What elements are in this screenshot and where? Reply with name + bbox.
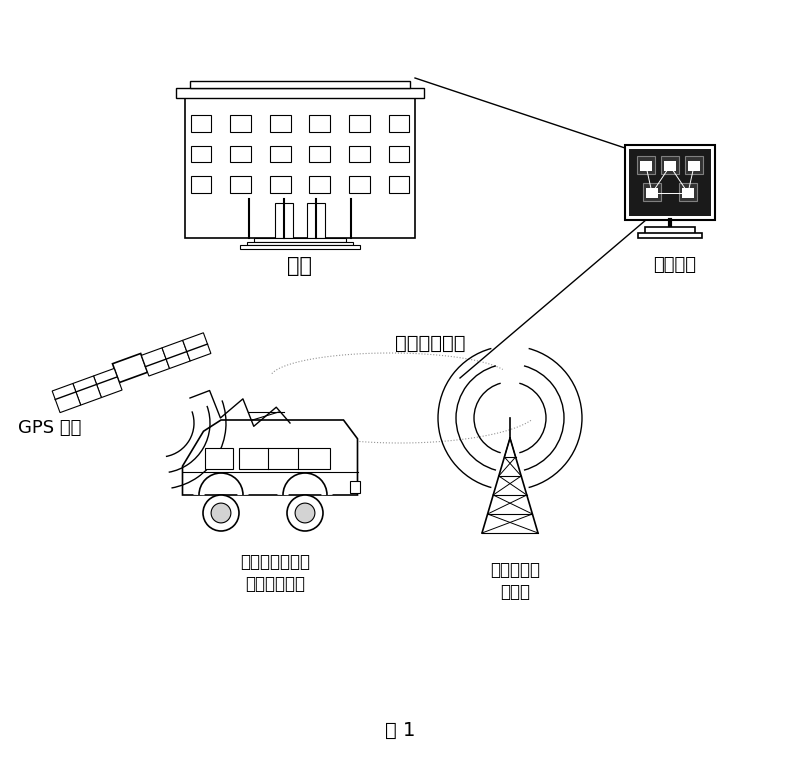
Bar [349,177,370,194]
Bar [637,156,655,174]
Bar [625,145,715,220]
Bar [310,114,330,131]
Bar [247,241,353,245]
Polygon shape [162,340,190,369]
Bar [389,114,410,131]
Polygon shape [94,369,122,398]
Bar [310,177,330,194]
Bar [643,183,661,201]
Bar [645,227,695,235]
Polygon shape [73,376,102,405]
Bar [646,188,658,198]
Circle shape [203,495,239,531]
Bar [688,161,700,171]
Bar [664,161,676,171]
Bar [310,146,330,162]
Text: 安装在车辆上的: 安装在车辆上的 [240,553,310,571]
Bar [679,183,697,201]
Text: 收费点信号: 收费点信号 [490,561,540,579]
Bar [190,177,211,194]
Bar [254,238,346,241]
Bar [274,203,293,238]
Bar [270,146,290,162]
Bar [206,449,234,469]
Text: 发射器: 发射器 [500,583,530,601]
Bar [389,177,410,194]
Text: 銀行: 銀行 [287,256,313,276]
Polygon shape [182,420,358,495]
Text: 图 1: 图 1 [385,720,415,740]
Bar [629,149,711,216]
Text: GPS 卫星: GPS 卫星 [18,419,82,437]
Bar [350,481,359,493]
Bar [682,188,694,198]
Polygon shape [182,333,211,361]
Polygon shape [113,353,147,382]
Bar [270,114,290,131]
Text: 移动通信网络: 移动通信网络 [394,333,466,353]
Text: 计费中心: 计费中心 [654,256,697,274]
Bar [230,146,251,162]
Bar [176,88,424,98]
Bar [230,177,251,194]
Bar [685,156,703,174]
Circle shape [287,495,323,531]
Bar [238,449,330,469]
Polygon shape [142,348,170,376]
Bar [389,146,410,162]
Circle shape [211,503,231,523]
Bar [270,177,290,194]
Bar [640,161,652,171]
Bar [240,245,360,249]
Bar [190,114,211,131]
Bar [190,146,211,162]
Bar [638,233,702,238]
Bar [230,114,251,131]
Bar [349,114,370,131]
Bar [307,203,326,238]
Bar [661,156,679,174]
Bar [190,81,410,88]
Bar [185,98,415,238]
Bar [349,146,370,162]
Polygon shape [52,383,81,412]
Text: 车载移动终端: 车载移动终端 [245,575,305,593]
Circle shape [295,503,315,523]
